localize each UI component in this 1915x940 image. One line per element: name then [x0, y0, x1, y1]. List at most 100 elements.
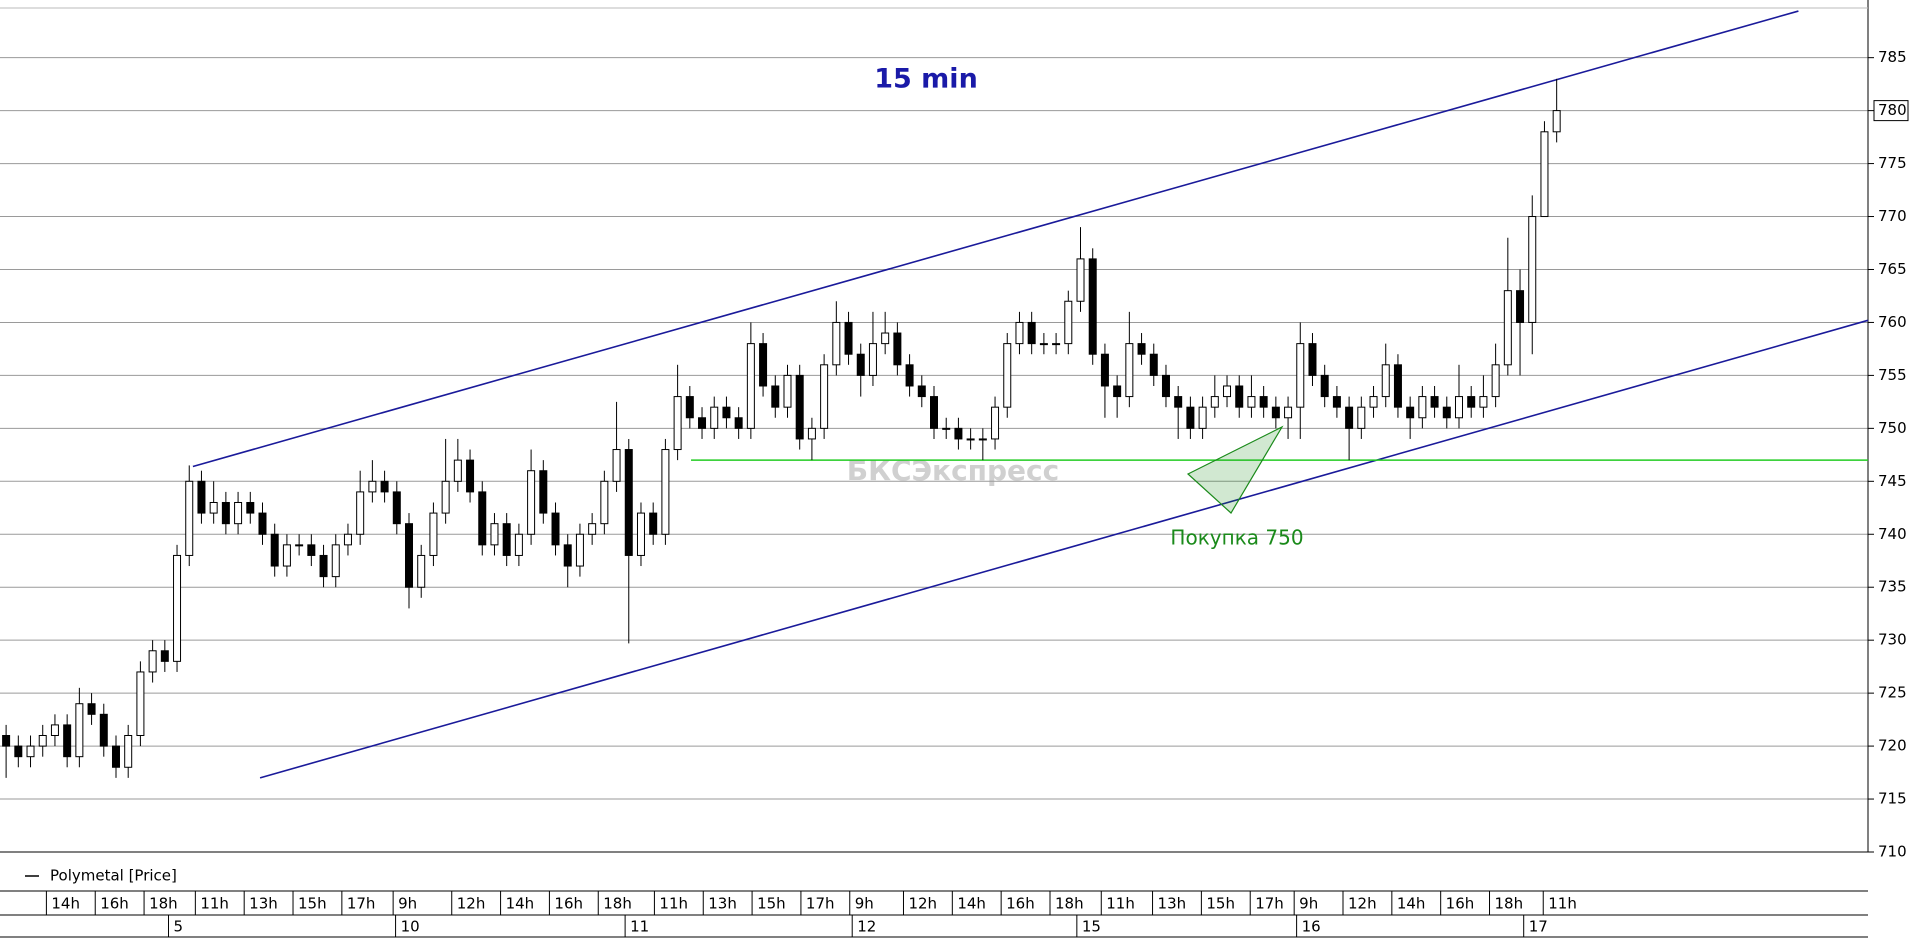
- candle-body: [111, 745, 120, 768]
- candle-body: [1442, 406, 1451, 419]
- candle-body: [771, 385, 780, 408]
- candle-body: [75, 703, 84, 758]
- candle-body: [356, 491, 365, 535]
- candle-body: [1113, 385, 1122, 398]
- candle-body: [1503, 290, 1512, 366]
- x-tick-label: 17h: [347, 895, 376, 913]
- candle-body: [1064, 300, 1073, 345]
- candle-body: [551, 512, 560, 546]
- x-tick-label: 15h: [757, 895, 786, 913]
- y-tick-label: 750: [1878, 419, 1907, 437]
- candle-body: [1284, 406, 1293, 419]
- candle-body: [881, 332, 890, 345]
- candle-body: [1552, 110, 1561, 133]
- candle-body: [1271, 406, 1280, 419]
- x-tick-label: 14h: [957, 895, 986, 913]
- candle-body: [759, 343, 768, 387]
- candle-body: [1100, 353, 1109, 387]
- x-tick-label: 9h: [398, 895, 417, 913]
- x-tick-label: 11h: [200, 895, 229, 913]
- y-tick-label: 765: [1878, 260, 1907, 278]
- candle-body: [783, 374, 792, 408]
- candle-body: [1528, 216, 1537, 323]
- x-tick-label: 14h: [506, 895, 535, 913]
- trend-line: [259, 319, 1869, 779]
- candle-body: [136, 671, 145, 736]
- legend-label: Polymetal [Price]: [50, 867, 177, 885]
- x-tick-label: 16h: [100, 895, 129, 913]
- candle-body: [820, 364, 829, 429]
- date-tick-label: 5: [173, 918, 183, 936]
- candle-body: [295, 544, 304, 547]
- candle-body: [307, 544, 316, 556]
- x-tick-label: 13h: [249, 895, 278, 913]
- candle-body: [478, 491, 487, 546]
- candle-body: [1137, 343, 1146, 355]
- y-tick-label: 730: [1878, 631, 1907, 649]
- candle-body: [1003, 343, 1012, 408]
- candle-body: [1454, 396, 1463, 419]
- x-tick-label: 16h: [1446, 895, 1475, 913]
- candle-body: [868, 343, 877, 376]
- candle-body: [282, 544, 291, 567]
- candle-body: [173, 554, 182, 662]
- candle-body: [698, 417, 707, 429]
- x-tick-label: 14h: [51, 895, 80, 913]
- candle-body: [1223, 385, 1232, 398]
- candle-body: [673, 396, 682, 451]
- candle-body: [746, 343, 755, 429]
- candle-body: [1161, 374, 1170, 398]
- x-tick-label: 12h: [908, 895, 937, 913]
- chart-title: 15 min: [874, 64, 978, 95]
- x-tick-label: 17h: [1255, 895, 1284, 913]
- watermark: БКСЭкспресс: [847, 454, 1060, 487]
- candle-body: [930, 396, 938, 429]
- candle-body: [661, 449, 670, 535]
- date-tick-label: 15: [1082, 918, 1101, 936]
- y-tick-label: 745: [1878, 472, 1907, 490]
- candle-body: [331, 544, 340, 578]
- candle-body: [87, 703, 96, 715]
- date-tick-label: 16: [1302, 918, 1321, 936]
- y-tick-label: 710: [1878, 843, 1907, 861]
- candle-body: [1369, 396, 1378, 408]
- candle-body: [1210, 396, 1219, 408]
- candle-body: [1467, 396, 1476, 408]
- candle-body: [1076, 258, 1085, 302]
- candle-body: [893, 332, 902, 366]
- candle-body: [50, 724, 59, 736]
- candle-body: [1393, 364, 1402, 408]
- candle-body: [563, 544, 572, 567]
- candle-body: [185, 480, 194, 556]
- candle-body: [392, 491, 401, 525]
- candle-body: [380, 480, 389, 493]
- candle-body: [490, 523, 499, 546]
- trend-line: [192, 10, 1799, 468]
- candle-body: [1491, 364, 1500, 398]
- candle-body: [1149, 353, 1158, 376]
- candle-body: [1052, 343, 1061, 346]
- candle-body: [405, 523, 414, 588]
- last-price-box: [1873, 100, 1909, 122]
- candle-body: [124, 734, 133, 768]
- candle-body: [319, 554, 328, 578]
- annotation-arrow: [1186, 425, 1284, 514]
- candle-body: [1174, 396, 1183, 408]
- candle-body: [514, 533, 523, 556]
- candle-body: [1235, 385, 1244, 408]
- candle-body: [1027, 321, 1036, 345]
- x-tick-label: 18h: [1495, 895, 1524, 913]
- candle-body: [1296, 343, 1305, 408]
- candle-body: [942, 427, 951, 430]
- candle-body: [917, 385, 926, 398]
- candle-body: [844, 321, 853, 355]
- y-tick-label: 785: [1878, 48, 1907, 66]
- candle-body: [905, 364, 914, 387]
- candle-body: [1039, 343, 1048, 346]
- candle-body: [1088, 258, 1097, 355]
- candle-body: [38, 734, 47, 747]
- candle-body: [429, 512, 438, 556]
- candle-body: [417, 554, 426, 588]
- candle-body: [527, 470, 536, 535]
